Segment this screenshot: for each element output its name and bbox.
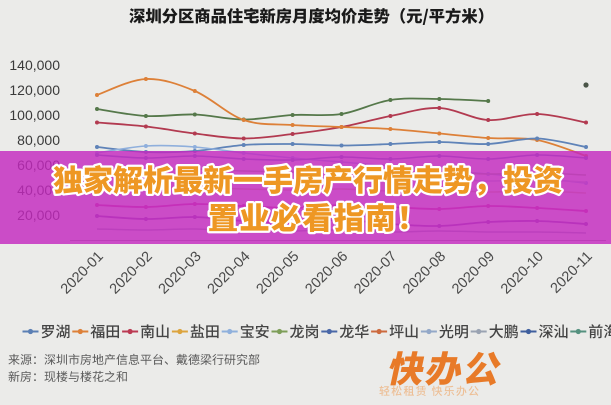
svg-text:120,000: 120,000 (9, 82, 60, 98)
svg-text:140,000: 140,000 (9, 57, 60, 73)
svg-text:100,000: 100,000 (9, 107, 60, 123)
svg-text:80,000: 80,000 (17, 132, 60, 148)
